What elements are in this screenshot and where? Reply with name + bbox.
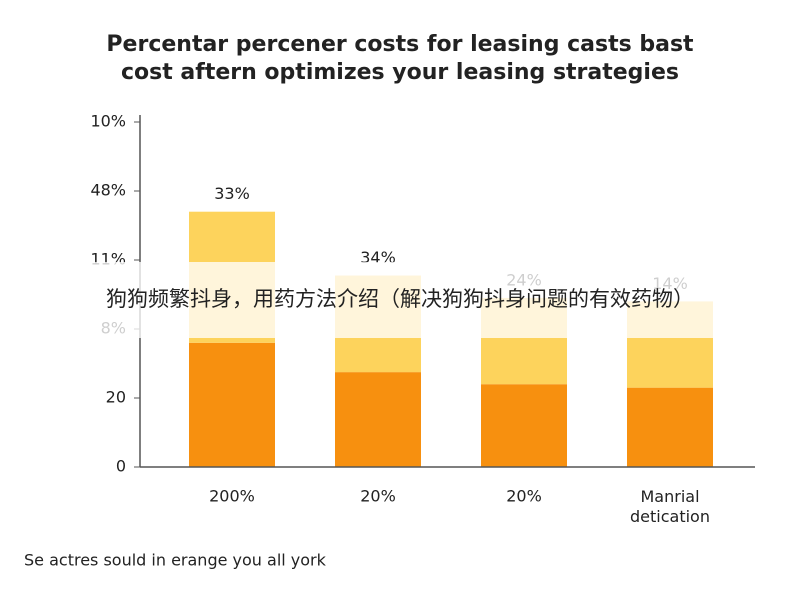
y-tick-label: 0 bbox=[116, 457, 126, 476]
overlay-band bbox=[0, 262, 800, 338]
bar-segment bbox=[335, 372, 421, 467]
x-tick-label: Manrial detication bbox=[630, 487, 710, 526]
x-tick-label: 20% bbox=[506, 487, 542, 506]
overlay-text: 狗狗频繁抖身，用药方法介绍（解决狗狗抖身问题的有效药物） bbox=[106, 287, 694, 311]
x-tick-label: 200% bbox=[209, 487, 255, 506]
chart-title: Percentar percener costs for leasing cas… bbox=[106, 32, 694, 85]
y-tick-label: 20 bbox=[106, 388, 126, 407]
x-tick-label: 20% bbox=[360, 487, 396, 506]
bar-segment bbox=[627, 387, 713, 467]
y-tick-label: 10% bbox=[90, 112, 126, 131]
y-tick-label: 48% bbox=[90, 181, 126, 200]
footnote: Se actres sould in erange you all york bbox=[24, 551, 327, 570]
bar-segment bbox=[481, 384, 567, 467]
bar-label: 33% bbox=[214, 184, 250, 203]
bar-segment bbox=[189, 342, 275, 467]
